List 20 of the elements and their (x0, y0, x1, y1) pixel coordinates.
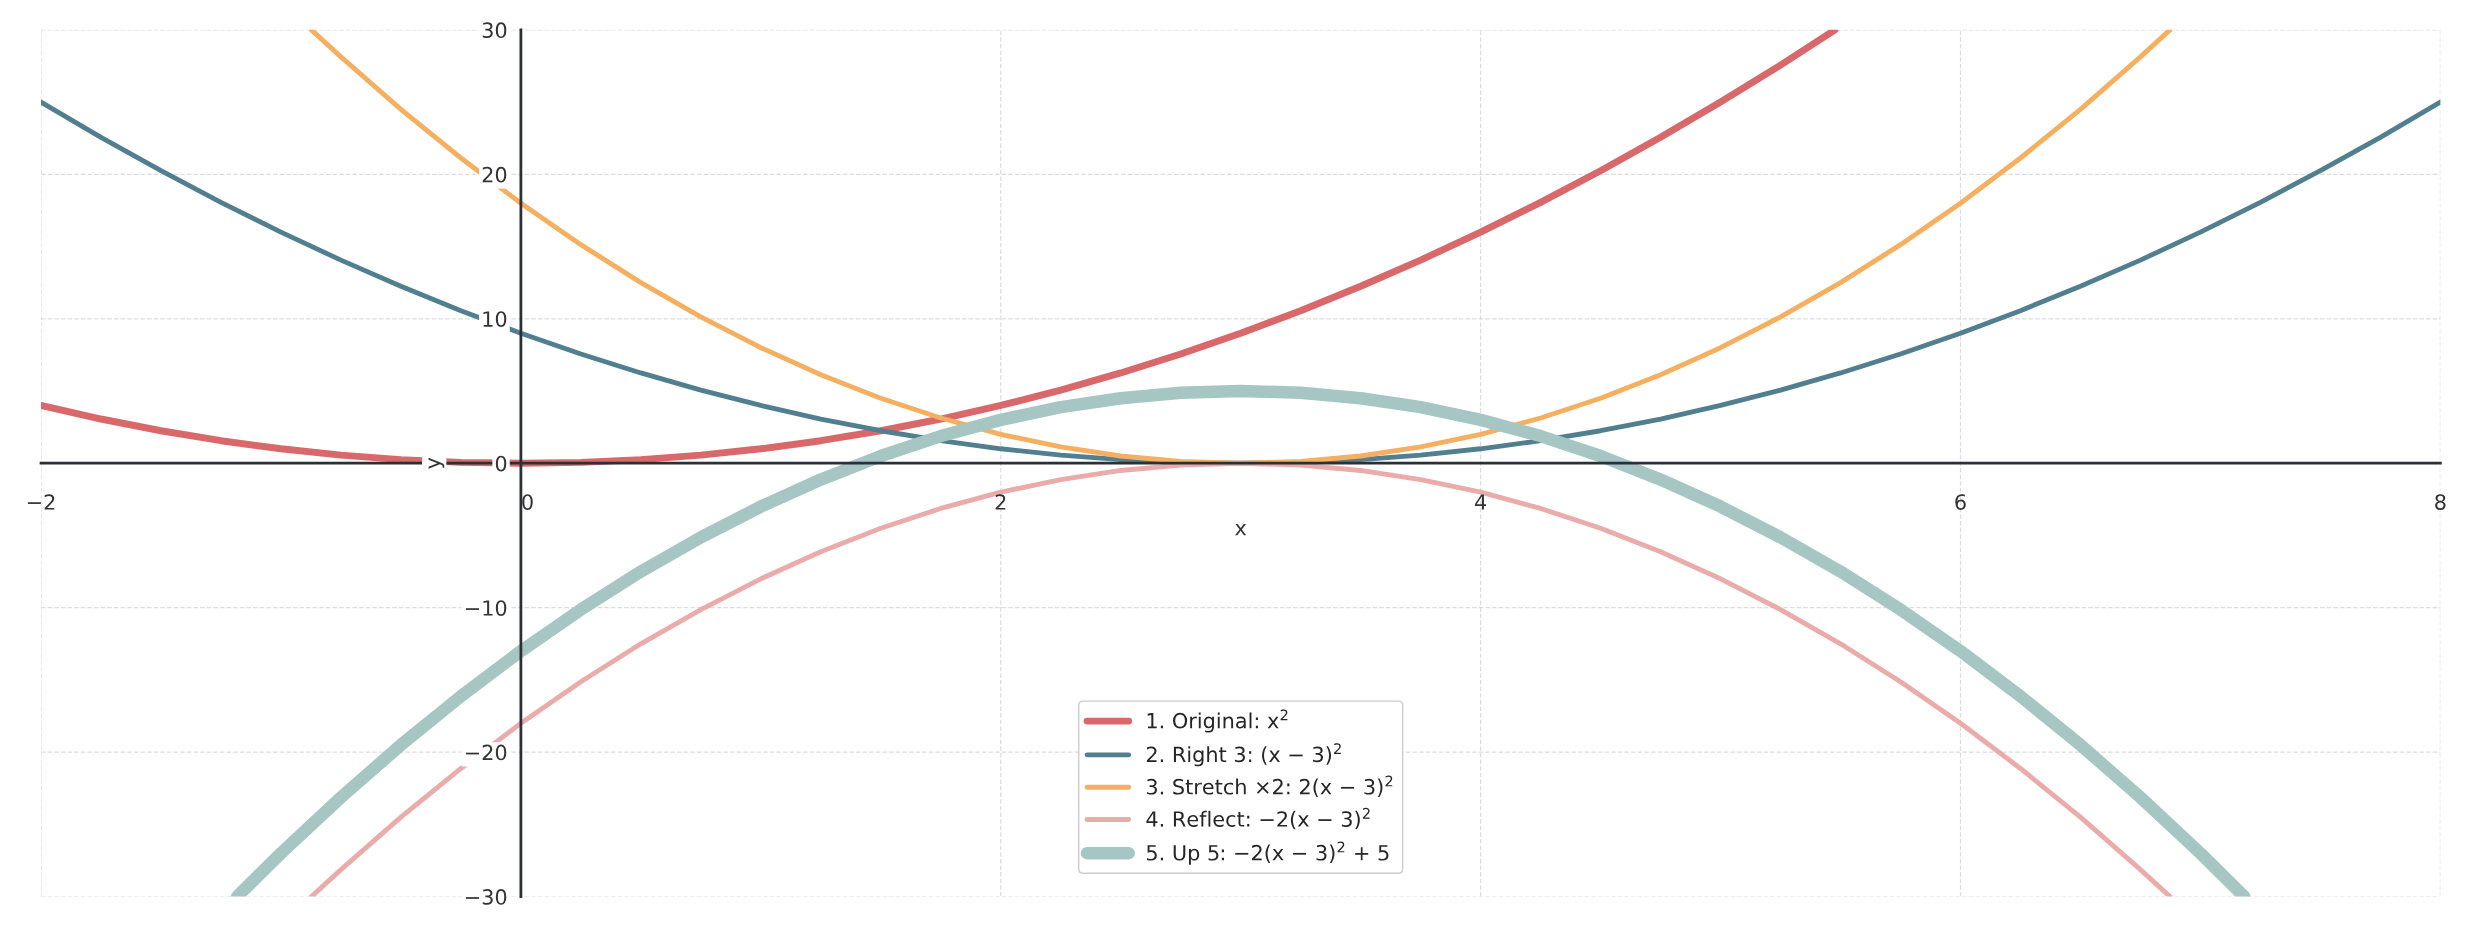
y-tick-label: 30 (482, 22, 507, 39)
y-tick-label: −20 (465, 744, 507, 761)
y-tick-label: 0 (495, 455, 507, 472)
y-tick-label: 10 (483, 311, 507, 327)
x-tick-label: 0 (522, 494, 533, 510)
x-tick-label: 6 (1955, 494, 1966, 510)
y-tick-label: 20 (482, 166, 507, 183)
x-tick-label: 2 (995, 494, 1006, 510)
y-tick-label: −30 (465, 889, 507, 905)
y-tick-label: −10 (465, 600, 507, 616)
legend-label: 4. Reflect: −2(x − 3)$^{2}$ (1146, 807, 1370, 830)
x-tick-label: 8 (2435, 494, 2446, 510)
x-axis-title: x (1235, 523, 1247, 536)
legend-label: 5. Up 5: −2(x − 3)$^{2}$ + 5 (1146, 841, 1389, 865)
y-axis-title: y (428, 457, 445, 469)
x-tick-label: −2 (27, 494, 55, 510)
legend-label: 2. Right 3: (x − 3)$^{2}$ (1146, 743, 1341, 767)
legend-label: 3. Stretch ×2: 2(x − 3)$^{2}$ (1146, 775, 1393, 798)
x-tick-label: 4 (1475, 494, 1487, 510)
legend-label: 1. Original: x$^{2}$ (1147, 709, 1288, 733)
